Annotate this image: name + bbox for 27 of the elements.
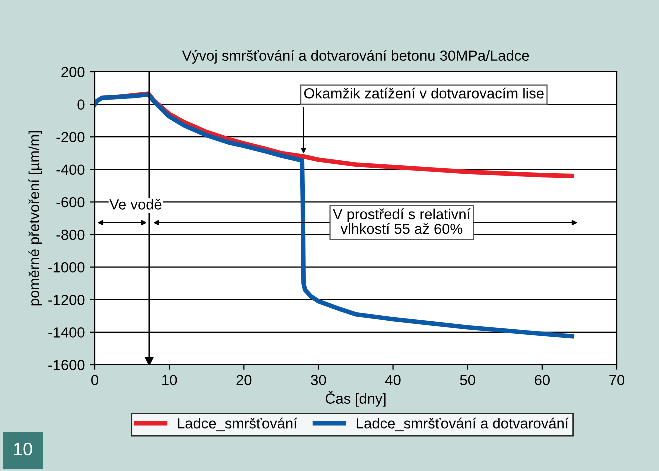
y-tick-label: -800 [56, 230, 85, 240]
y-tick-label: -1200 [48, 294, 85, 306]
x-axis-title: Čas [dny] [326, 391, 386, 407]
y-tick-label: -200 [56, 132, 85, 143]
y-tick-label: 200 [62, 67, 85, 78]
legend-label: Ladce_smršťování a dotvarování [357, 418, 569, 432]
text: 10 [14, 442, 32, 456]
x-tick-label: 10 [162, 375, 178, 386]
y-tick-label: -1600 [48, 360, 85, 370]
x-tick-label: 50 [460, 375, 476, 386]
annotation: Ve vodě [110, 199, 162, 210]
x-tick-label: 60 [535, 375, 550, 386]
x-tick-label: 0 [92, 375, 98, 386]
y-tick-label: -1400 [48, 328, 85, 338]
y-tick-label: -400 [56, 164, 85, 176]
x-tick-label: 40 [386, 375, 401, 386]
y-tick-label: -600 [56, 197, 85, 208]
legend-label: Ladce_smršťování [178, 418, 298, 432]
annotation: V prostředí s relativní vlhkostí 55 až 60% [333, 208, 471, 234]
x-tick-label: 20 [236, 375, 252, 386]
annotation: Okamžik zatížení v dotvarovacím lise [304, 88, 544, 99]
y-tick-label: 0 [78, 100, 85, 110]
chart-title: Vývoj smršťování a dotvarování betonu 30MPa/Ladce [182, 50, 530, 64]
x-tick-label: 30 [311, 375, 326, 386]
x-tick-label: 70 [610, 375, 625, 386]
y-tick-label: -1000 [48, 262, 85, 273]
y-axis-title: poměrné přetvoření [µm/m] [28, 131, 42, 306]
